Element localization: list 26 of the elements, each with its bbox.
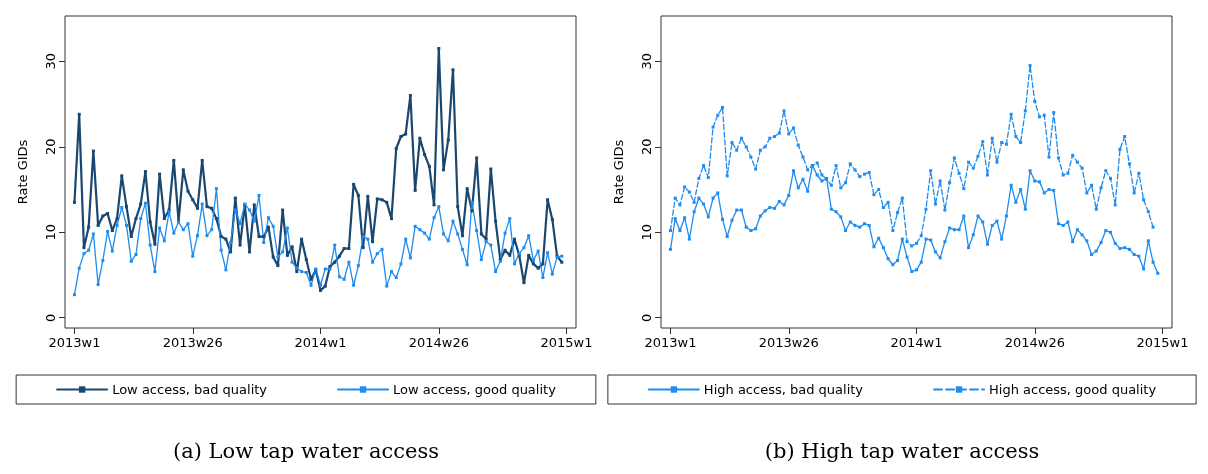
y-tick-label: 20 [43,138,58,156]
text: (a) Low tap water access [173,438,439,463]
x-tick-label: 2013w1 [48,335,101,350]
x-tick-label: 2013w26 [162,335,223,350]
y-axis-title: Rate GIDs [611,139,626,205]
y-axis-title: Rate GIDs [15,139,30,205]
y-tick-label: 30 [43,53,58,70]
legend-label: Low access, good quality [393,382,557,397]
y-tick-label: 10 [43,223,58,241]
x-tick-label: 2014w26 [408,335,469,350]
y-tick-label: 0 [639,313,654,322]
x-tick-label: 2014w1 [890,335,943,350]
legend-label: High access, bad quality [703,382,864,397]
y-tick-label: 20 [639,138,654,156]
x-tick-label: 2014w26 [1004,335,1065,350]
y-tick-label: 10 [639,223,654,241]
y-tick-label: 30 [639,53,654,70]
legend-label: Low access, bad quality [112,382,268,397]
y-tick-label: 0 [43,313,58,322]
x-tick-label: 2013w1 [644,335,697,350]
x-tick-label: 2014w1 [294,335,347,350]
x-tick-label: 2015w1 [540,335,593,350]
x-tick-label: 2015w1 [1136,335,1189,350]
x-tick-label: 2013w26 [758,335,819,350]
legend-label: High access, good quality [989,382,1157,397]
text: (b) High tap water access [764,438,1040,463]
